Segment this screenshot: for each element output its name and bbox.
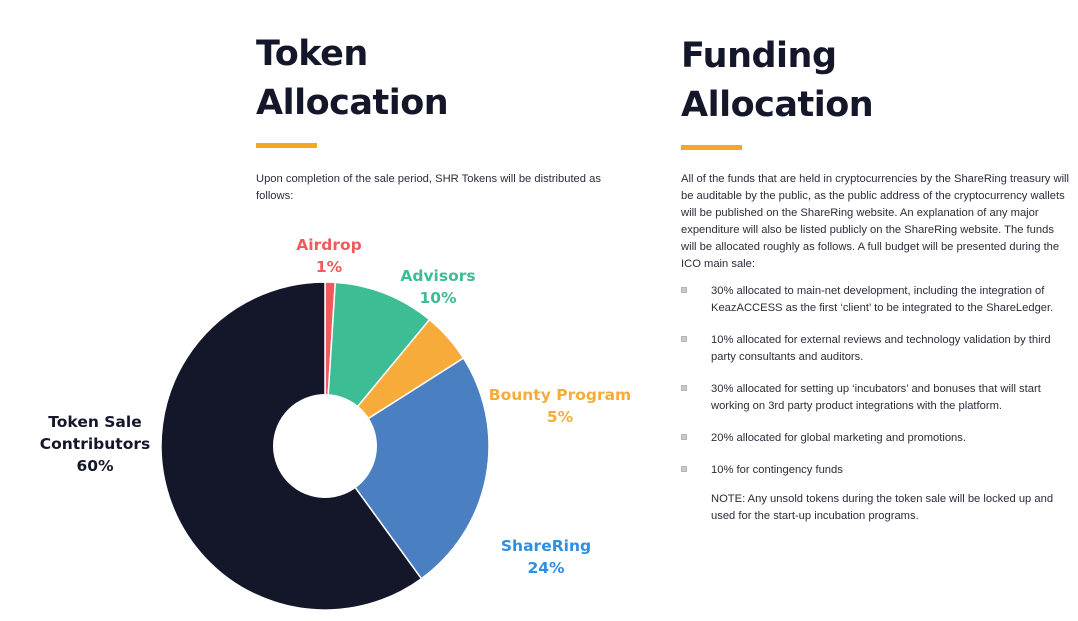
list-item: 30% allocated for setting up ‘incubators… <box>681 381 1076 415</box>
square-bullet-icon <box>681 336 687 342</box>
square-bullet-icon <box>681 466 687 472</box>
list-item-text: 20% allocated for global marketing and p… <box>711 432 966 444</box>
funding-title-line2: Allocation <box>681 85 874 125</box>
slice-name-label: Airdrop <box>296 236 361 254</box>
list-item: 30% allocated to main-net development, i… <box>681 283 1076 317</box>
slice-label-sharering: ShareRing 24% <box>501 537 591 577</box>
slice-name-label: Bounty Program <box>489 386 631 404</box>
list-item-text: 10% for contingency funds <box>711 464 843 476</box>
pie-slice-sharering <box>323 357 490 580</box>
slice-label-bounty-program: Bounty Program 5% <box>489 386 631 426</box>
donut-hole <box>273 394 377 498</box>
list-item-text: 30% allocated to main-net development, i… <box>711 285 1054 314</box>
funding-list: 30% allocated to main-net development, i… <box>681 283 1076 494</box>
slice-name-label: Contributors <box>40 435 150 453</box>
slice-value-label: 5% <box>547 408 574 426</box>
token-title-line2: Allocation <box>256 83 449 123</box>
square-bullet-icon <box>681 385 687 391</box>
funding-accent-bar <box>681 145 742 150</box>
square-bullet-icon <box>681 434 687 440</box>
slice-label-token-sale-contributors: Token Sale Contributors 60% <box>40 413 150 475</box>
slice-name-label: Token Sale <box>48 413 141 431</box>
list-item-text: 30% allocated for setting up ‘incubators… <box>711 383 1041 412</box>
funding-title-line1: Funding <box>681 36 837 76</box>
funding-allocation-title: Funding Allocation <box>681 32 874 130</box>
list-item: 20% allocated for global marketing and p… <box>681 430 1076 447</box>
slice-name-label: Advisors <box>400 267 475 285</box>
slice-value-label: 1% <box>316 258 343 276</box>
list-item: 10% allocated for external reviews and t… <box>681 332 1076 366</box>
list-item: 10% for contingency funds <box>681 462 1076 479</box>
token-allocation-title: Token Allocation <box>256 30 449 128</box>
token-accent-bar <box>256 143 317 148</box>
slice-name-label: ShareRing <box>501 537 591 555</box>
token-intro-text: Upon completion of the sale period, SHR … <box>256 173 601 202</box>
token-allocation-donut-chart: Airdrop 1% Advisors 10% Bounty Program 5% Shar… <box>40 236 631 611</box>
funding-note: NOTE: Any unsold tokens during the token… <box>711 493 1054 522</box>
slice-value-label: 10% <box>419 289 457 307</box>
chart-labels: Airdrop 1% Advisors 10% Bounty Program 5% Shar… <box>40 236 631 577</box>
list-item-text: 10% allocated for external reviews and t… <box>711 334 1051 363</box>
token-title-line1: Token <box>256 34 368 74</box>
slice-label-advisors: Advisors 10% <box>400 267 475 307</box>
slice-value-label: 60% <box>76 457 114 475</box>
funding-intro-text: All of the funds that are held in crypto… <box>681 173 1070 270</box>
square-bullet-icon <box>681 287 687 293</box>
slice-value-label: 24% <box>527 559 565 577</box>
slice-label-airdrop: Airdrop 1% <box>296 236 361 276</box>
